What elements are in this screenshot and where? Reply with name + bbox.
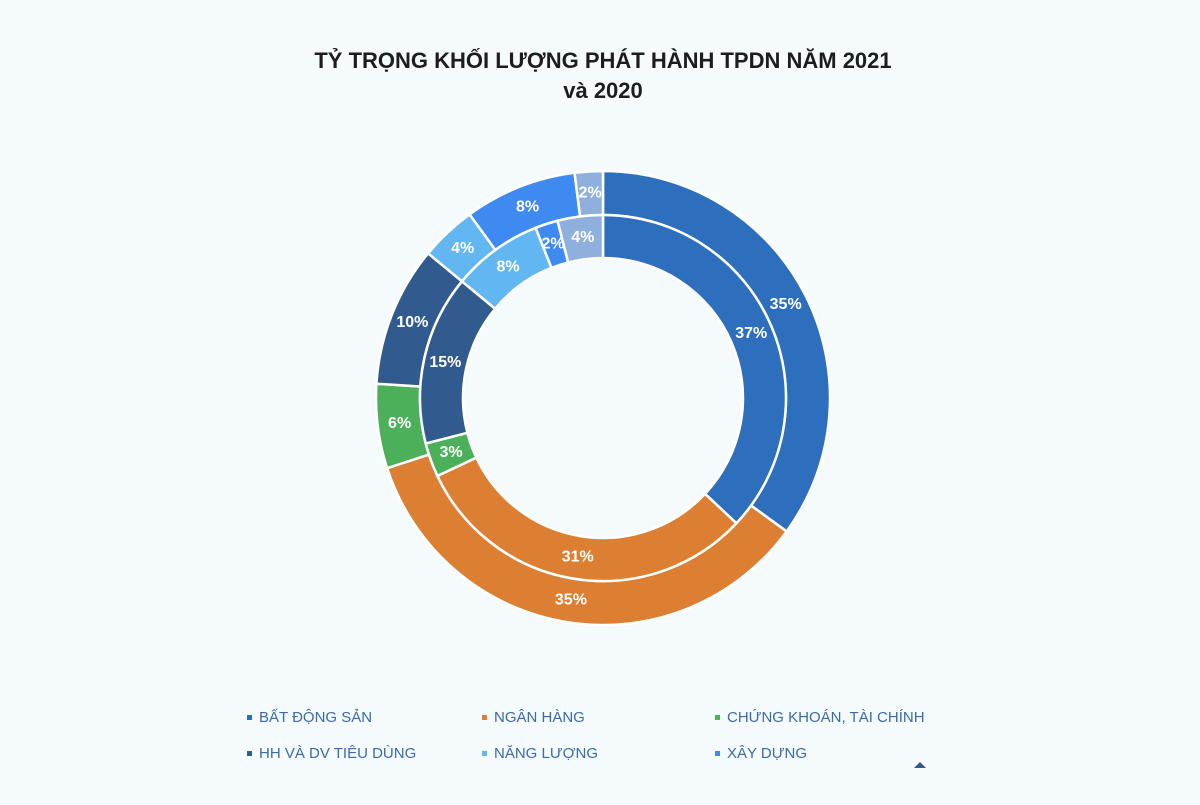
data-label: 37% bbox=[735, 325, 767, 342]
legend-label: HH VÀ DV TIÊU DÙNG bbox=[259, 745, 416, 762]
legend-marker bbox=[482, 751, 487, 756]
data-label: 10% bbox=[396, 314, 428, 331]
data-label: 8% bbox=[516, 199, 539, 216]
data-label: 4% bbox=[571, 229, 594, 246]
legend-label: NGÂN HÀNG bbox=[494, 709, 585, 726]
data-label: 2% bbox=[579, 185, 602, 202]
legend-label: NĂNG LƯỢNG bbox=[494, 745, 598, 762]
data-label: 35% bbox=[770, 296, 802, 313]
legend-label: XÂY DỰNG bbox=[727, 745, 807, 762]
data-label: 31% bbox=[562, 549, 594, 566]
data-label: 6% bbox=[388, 415, 411, 432]
legend-marker bbox=[247, 751, 252, 756]
legend-marker bbox=[715, 715, 720, 720]
legend-label: CHỨNG KHOÁN, TÀI CHÍNH bbox=[727, 709, 925, 726]
data-label: 35% bbox=[555, 592, 587, 609]
scroll-icon bbox=[914, 762, 926, 768]
data-label: 4% bbox=[451, 240, 474, 257]
legend-marker bbox=[247, 715, 252, 720]
legend-marker bbox=[715, 751, 720, 756]
data-label: 8% bbox=[497, 259, 520, 276]
legend-marker bbox=[482, 715, 487, 720]
data-label: 3% bbox=[439, 444, 462, 461]
data-label: 2% bbox=[542, 236, 565, 253]
donut-segment bbox=[555, 213, 605, 264]
chart-title: TỶ TRỌNG KHỐI LƯỢNG PHÁT HÀNH TPDN NĂM 2… bbox=[314, 48, 892, 103]
legend-label: BẤT ĐỘNG SẢN bbox=[259, 709, 372, 726]
data-label: 15% bbox=[429, 354, 461, 371]
